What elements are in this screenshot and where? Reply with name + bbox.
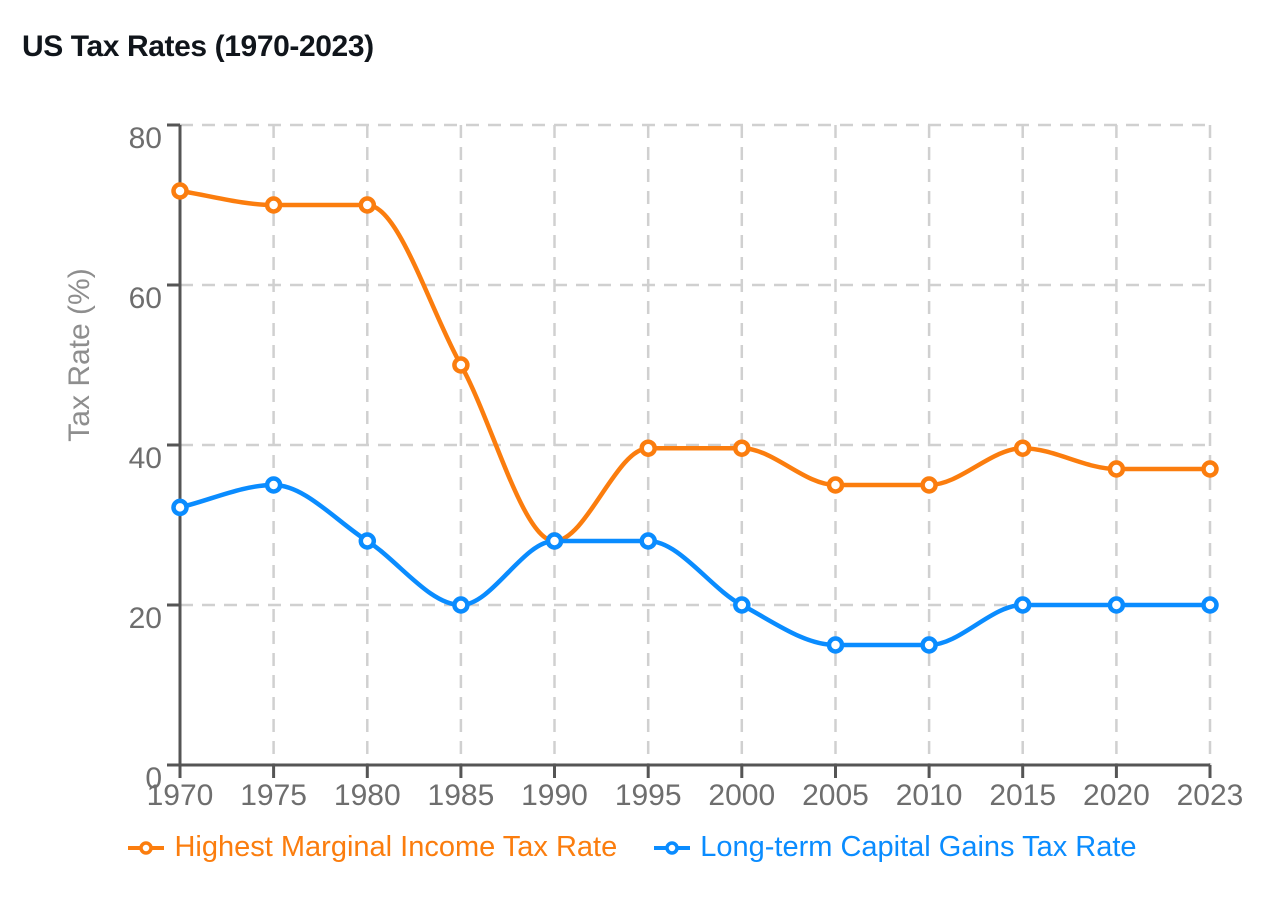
x-tick-label: 1970 bbox=[147, 779, 214, 812]
y-tick-label: 0 bbox=[145, 762, 162, 795]
data-point-marker bbox=[545, 532, 564, 550]
data-point-marker bbox=[826, 476, 845, 494]
legend-item-capital-gains[interactable]: Long-term Capital Gains Tax Rate bbox=[653, 831, 1137, 864]
x-tick-label: 2020 bbox=[1083, 779, 1150, 812]
series-income-tax bbox=[171, 182, 1219, 550]
data-point-marker bbox=[1013, 439, 1032, 457]
legend-item-income-tax[interactable]: Highest Marginal Income Tax Rate bbox=[127, 831, 617, 864]
x-tick-label: 1975 bbox=[240, 779, 307, 812]
y-tick-label: 20 bbox=[129, 602, 162, 635]
data-point-marker bbox=[171, 182, 189, 200]
data-point-marker bbox=[733, 596, 751, 614]
x-tick-label: 2010 bbox=[896, 779, 963, 812]
line-marker-icon bbox=[654, 840, 691, 855]
y-tick-label: 80 bbox=[129, 122, 162, 155]
data-point-marker bbox=[452, 596, 470, 614]
chart-title: US Tax Rates (1970-2023) bbox=[22, 30, 374, 63]
x-tick-label: 1995 bbox=[615, 779, 682, 812]
chart-legend: Highest Marginal Income Tax Rate Long-te… bbox=[0, 831, 1264, 864]
data-point-marker bbox=[1107, 460, 1126, 478]
series-line bbox=[177, 188, 1213, 544]
data-point-marker bbox=[920, 476, 938, 494]
y-axis-ticks: 0 20 40 60 80 bbox=[129, 122, 180, 795]
line-marker-icon bbox=[128, 840, 165, 855]
x-tick-label: 2015 bbox=[989, 779, 1056, 812]
legend-label-capital-gains: Long-term Capital Gains Tax Rate bbox=[700, 831, 1137, 863]
x-axis-ticks: 1970 1975 1980 1985 1990 1995 2000 2005 2010 2015… bbox=[147, 765, 1244, 812]
data-point-marker bbox=[452, 356, 470, 374]
data-point-marker bbox=[639, 439, 657, 457]
data-point-marker bbox=[1013, 596, 1032, 614]
data-point-marker bbox=[1201, 460, 1219, 478]
series-capital-gains bbox=[171, 476, 1219, 654]
data-point-marker bbox=[1107, 596, 1126, 614]
y-tick-label: 60 bbox=[129, 282, 162, 315]
data-point-marker bbox=[358, 532, 377, 550]
data-point-marker bbox=[639, 532, 657, 550]
legend-label-income-tax: Highest Marginal Income Tax Rate bbox=[174, 831, 618, 863]
data-point-marker bbox=[826, 636, 845, 654]
x-tick-label: 2000 bbox=[708, 779, 775, 812]
series-line bbox=[177, 482, 1213, 648]
data-point-marker bbox=[920, 636, 938, 654]
x-tick-label: 2023 bbox=[1177, 779, 1244, 812]
x-tick-label: 2005 bbox=[802, 779, 869, 812]
data-point-marker bbox=[171, 498, 189, 517]
x-tick-label: 1980 bbox=[334, 779, 401, 812]
data-point-marker bbox=[264, 476, 283, 494]
x-tick-label: 1990 bbox=[521, 779, 588, 812]
data-point-marker bbox=[733, 439, 751, 457]
y-tick-label: 40 bbox=[129, 442, 162, 475]
data-point-marker bbox=[1201, 596, 1219, 614]
data-point-marker bbox=[358, 196, 377, 214]
gridlines bbox=[180, 123, 1212, 765]
x-tick-label: 1985 bbox=[428, 779, 495, 812]
data-point-marker bbox=[264, 196, 283, 214]
